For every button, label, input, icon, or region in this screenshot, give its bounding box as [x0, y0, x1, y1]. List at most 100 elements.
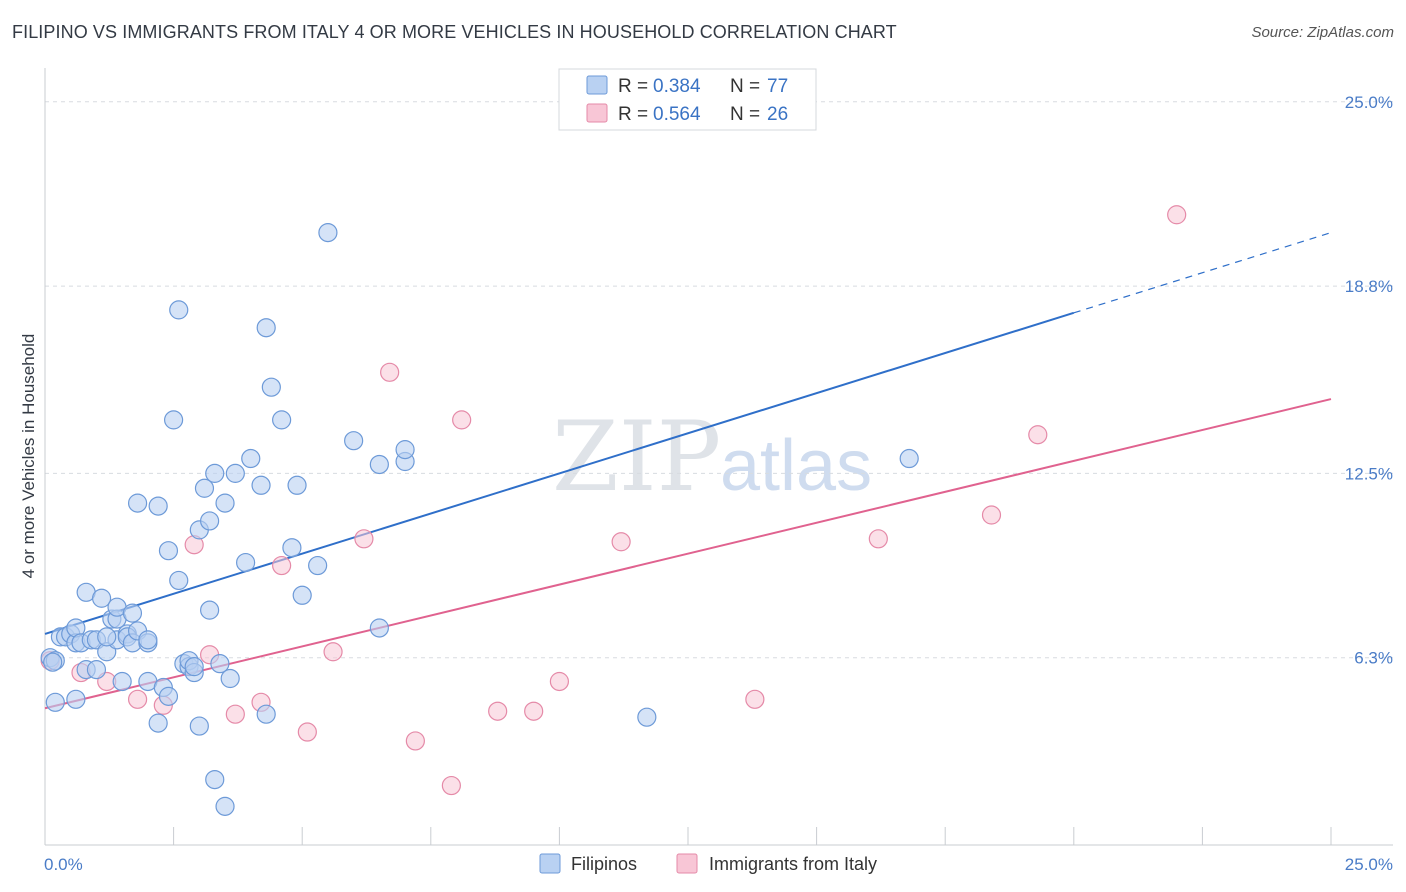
point-filipinos [272, 410, 292, 430]
point-filipinos [164, 410, 184, 430]
legend-n-label-italy: N = [730, 104, 760, 125]
point-filipinos [200, 511, 220, 531]
point-filipinos [256, 704, 276, 724]
point-filipinos [194, 478, 215, 498]
trend-line-filipinos-extension [1073, 232, 1332, 314]
bottom-legend: Filipinos Immigrants from Italy [539, 853, 877, 874]
point-italy [549, 671, 570, 692]
point-filipinos [158, 541, 179, 561]
legend-swatch-italy [586, 103, 608, 123]
point-filipinos [225, 463, 245, 483]
point-filipinos [256, 318, 276, 338]
bottom-legend-swatch-filipinos [539, 853, 561, 874]
point-filipinos [344, 431, 364, 451]
point-filipinos [292, 585, 312, 605]
y-tick-label: 6.3% [1354, 649, 1393, 668]
point-italy [745, 689, 765, 709]
point-filipinos [200, 600, 220, 620]
point-filipinos [66, 689, 86, 709]
point-italy [225, 704, 245, 724]
watermark-atlas: atlas [720, 426, 872, 506]
point-filipinos [308, 555, 328, 576]
point-filipinos [86, 660, 107, 680]
point-italy [323, 642, 343, 662]
point-italy [868, 529, 888, 549]
point-filipinos [122, 603, 143, 623]
point-filipinos [184, 657, 204, 677]
point-italy [981, 505, 1002, 525]
point-filipinos [148, 496, 168, 516]
point-italy [405, 731, 425, 751]
y-tick-label: 25.0% [1345, 93, 1393, 112]
grid-layer [45, 101, 1393, 659]
point-filipinos [637, 707, 657, 727]
point-italy [441, 775, 461, 796]
point-italy [524, 701, 544, 721]
point-filipinos [220, 668, 240, 689]
point-filipinos [210, 654, 230, 674]
trend-layer [44, 232, 1332, 710]
point-filipinos [215, 493, 235, 513]
y-axis-title: 4 or more Vehicles in Household [19, 334, 38, 579]
legend-r-value-italy: 0.564 [653, 104, 701, 125]
legend-r-label-filipinos: R = [618, 76, 648, 97]
point-filipinos [899, 448, 919, 469]
legend-box: R = 0.384 N = 77 R = 0.564 N = 26 [558, 68, 817, 131]
chart-source: Source: ZipAtlas.com [1251, 24, 1394, 41]
axis-layer: 6.3% 12.5% 18.8% 25.0% [44, 68, 1393, 846]
point-filipinos [215, 796, 235, 816]
point-filipinos [261, 377, 281, 397]
x-tick-label-max: 25.0% [1345, 855, 1393, 874]
point-filipinos [369, 618, 389, 638]
point-filipinos [43, 652, 63, 672]
trend-line-filipinos [44, 311, 1075, 635]
point-filipinos [205, 769, 225, 790]
point-filipinos [318, 222, 338, 243]
point-filipinos [189, 716, 209, 736]
bottom-legend-swatch-italy [676, 853, 698, 874]
point-filipinos [287, 475, 307, 495]
point-filipinos [148, 713, 168, 733]
point-filipinos [169, 570, 189, 591]
legend-r-value-filipinos: 0.384 [653, 76, 701, 97]
point-filipinos [205, 463, 225, 483]
point-italy [488, 701, 508, 721]
point-filipinos [282, 538, 302, 558]
point-filipinos [45, 692, 65, 712]
legend-n-label-filipinos: N = [730, 76, 760, 97]
point-italy [380, 362, 400, 382]
point-italy [127, 689, 148, 709]
legend-r-label-italy: R = [618, 104, 648, 125]
point-filipinos [169, 300, 189, 320]
point-filipinos [369, 454, 389, 475]
point-italy [611, 532, 631, 552]
point-italy [1028, 425, 1048, 445]
point-filipinos [127, 493, 148, 513]
points-layer [40, 205, 1187, 816]
point-filipinos [158, 686, 179, 706]
point-italy [297, 722, 317, 742]
point-filipinos [395, 440, 415, 460]
legend-swatch-filipinos [586, 75, 608, 95]
y-tick-label: 18.8% [1345, 277, 1393, 296]
chart-title: FILIPINO VS IMMIGRANTS FROM ITALY 4 OR M… [12, 22, 897, 42]
point-italy [354, 529, 374, 549]
point-filipinos [236, 552, 256, 573]
point-filipinos [251, 475, 271, 495]
point-filipinos [97, 627, 117, 647]
point-italy [452, 410, 472, 430]
point-filipinos [138, 630, 158, 650]
legend-n-value-italy: 26 [767, 104, 788, 125]
bottom-legend-label-italy: Immigrants from Italy [709, 854, 877, 874]
point-italy [1167, 205, 1187, 225]
bottom-legend-label-filipinos: Filipinos [571, 854, 637, 874]
point-italy [272, 555, 292, 576]
point-filipinos [241, 448, 261, 469]
point-filipinos [112, 671, 132, 692]
legend-n-value-filipinos: 77 [767, 76, 788, 97]
x-tick-label-min: 0.0% [44, 855, 83, 874]
point-filipinos [91, 588, 112, 608]
y-tick-label: 12.5% [1345, 464, 1393, 483]
trend-line-italy [44, 398, 1332, 710]
